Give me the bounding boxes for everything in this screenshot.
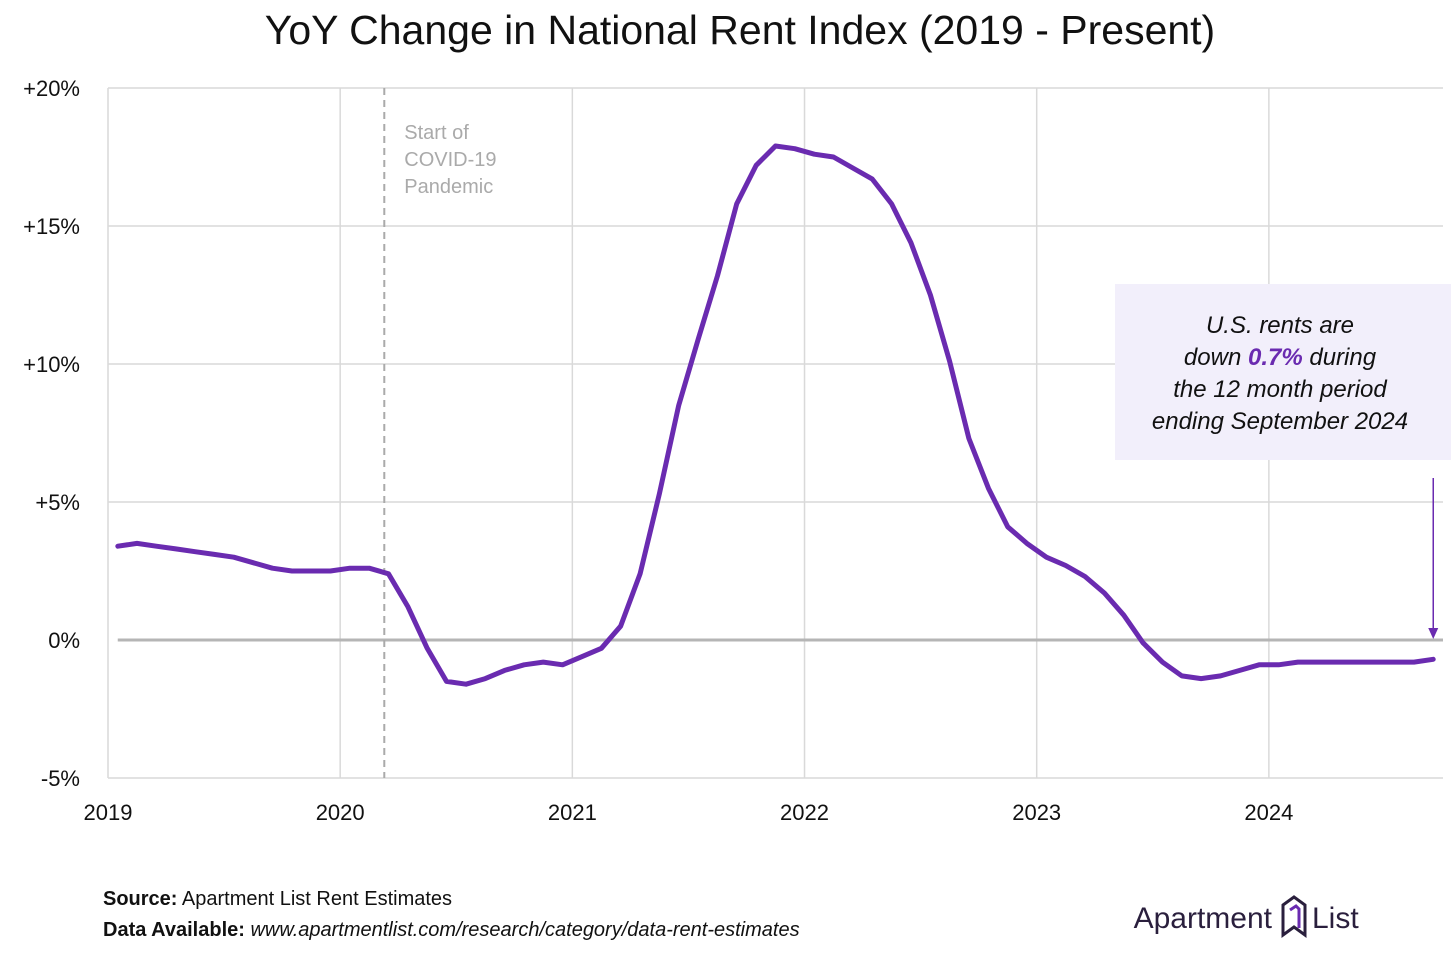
y-tick-label: +10% <box>23 352 80 377</box>
event-label: Start of <box>404 122 469 144</box>
data-line <box>115 143 1436 687</box>
chart-title: YoY Change in National Rent Index (2019 … <box>265 7 1215 53</box>
y-tick-label: 0% <box>48 628 80 653</box>
data-line: Data Available: www.apartmentlist.com/re… <box>103 919 800 941</box>
plot: -5% 0% +5% +10% +15% +20% 2019 2020 2021 2022 2023… <box>23 76 1443 825</box>
x-tick-label: 2020 <box>316 800 365 825</box>
x-tick-label: 2023 <box>1012 800 1061 825</box>
y-tick-label: +15% <box>23 214 80 239</box>
callout-text: down <box>1184 344 1241 371</box>
x-tick-label: 2022 <box>780 800 829 825</box>
callout-highlight: 0.7% <box>1248 344 1303 371</box>
x-tick-label: 2021 <box>548 800 597 825</box>
x-tick-label: 2024 <box>1244 800 1293 825</box>
event-label: COVID-19 <box>404 149 496 171</box>
y-tick-label: +20% <box>23 76 80 101</box>
y-tick-label: +5% <box>35 490 80 515</box>
source: Apartment List Rent Estimates <box>182 888 452 910</box>
callout-text: the 12 month period <box>1173 376 1387 403</box>
brand-text: List <box>1312 902 1359 935</box>
callout-text: down 0.7% during <box>1184 344 1377 371</box>
y-tick-label: -5% <box>41 766 80 791</box>
brand-text: Apartment <box>1134 902 1273 935</box>
callout-text: ending September 2024 <box>1152 408 1408 435</box>
source-label: Source: <box>103 888 177 910</box>
data-url: www.apartmentlist.com/research/category/… <box>250 919 799 941</box>
data-label: Data Available: <box>103 919 245 941</box>
callout-text: during <box>1309 344 1376 371</box>
brand-icon <box>1281 895 1307 938</box>
source-line: Source: Apartment List Rent Estimates <box>103 888 452 910</box>
callout-box <box>1115 284 1451 460</box>
x-tick-label: 2019 <box>84 800 133 825</box>
callout-text: U.S. rents are <box>1206 312 1354 339</box>
callout-arrowhead <box>1428 628 1439 639</box>
event-label: Pandemic <box>404 176 493 198</box>
